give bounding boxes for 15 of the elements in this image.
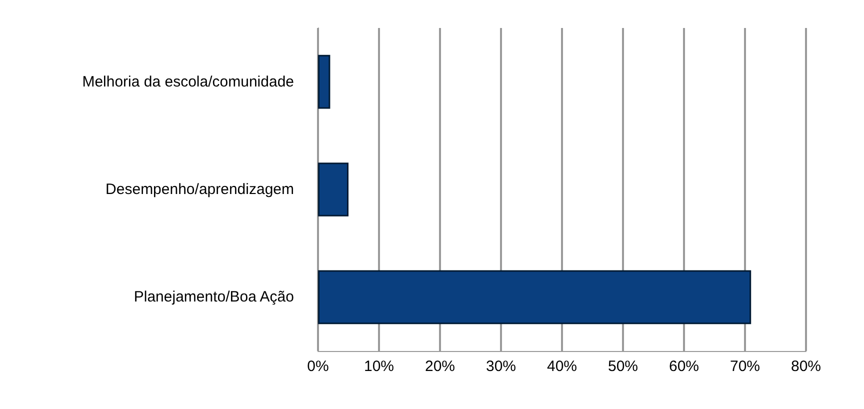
x-tick-label: 60%: [668, 358, 700, 375]
bar: [318, 54, 330, 109]
bar: [318, 162, 348, 216]
x-tick-label: 10%: [364, 358, 394, 375]
x-tick-label: 40%: [546, 358, 578, 375]
x-tick-label: 50%: [608, 358, 638, 375]
y-tick-label: Desempenho/aprendizagem: [106, 181, 294, 198]
x-tick-label: 0%: [307, 358, 329, 375]
x-tick-label: 70%: [730, 358, 760, 375]
y-tick-label: Melhoria da escola/comunidade: [82, 73, 294, 90]
x-tick-label: 30%: [486, 358, 516, 375]
x-tick-label: 80%: [790, 358, 822, 375]
x-tick-label: 20%: [424, 358, 456, 375]
y-tick-label: Planejamento/Boa Ação: [134, 288, 294, 306]
bar: [318, 270, 752, 324]
